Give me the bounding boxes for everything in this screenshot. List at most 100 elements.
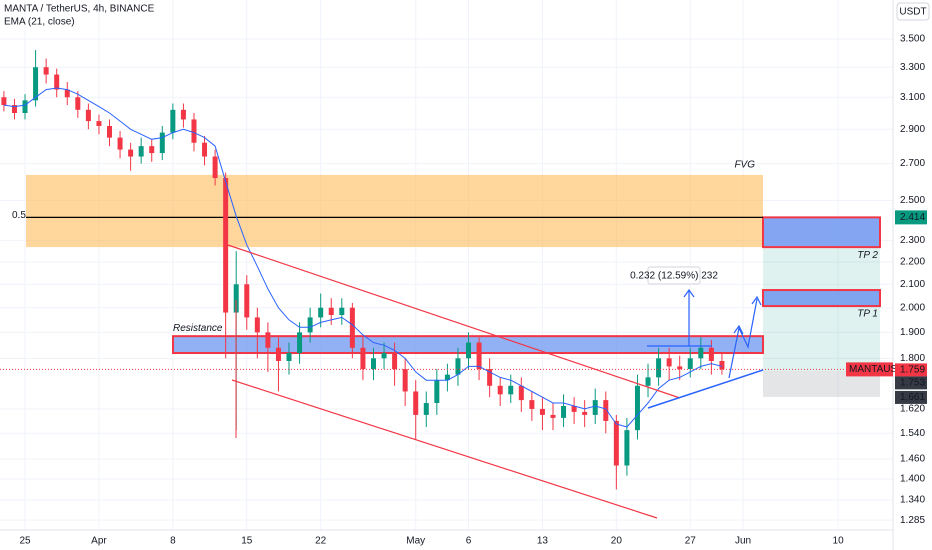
candle-body <box>85 109 91 122</box>
arrow-head <box>733 295 762 335</box>
x-tick-label: 10 <box>833 536 845 547</box>
candle-body <box>244 284 250 318</box>
x-tick-label: Jun <box>735 536 751 547</box>
ema-line <box>3 87 723 428</box>
tp2-label: TP 2 <box>857 250 878 261</box>
candle-body <box>339 307 345 315</box>
candle-body <box>666 358 672 367</box>
level-tag <box>895 210 927 225</box>
y-tick-label: 1.620 <box>900 404 925 415</box>
fvg-label: FVG <box>734 160 755 171</box>
y-tick-label: 1.460 <box>900 454 925 465</box>
x-tick-label: 8 <box>170 536 176 547</box>
y-tick-label: 2.000 <box>900 302 925 313</box>
y-tick-label: 2.200 <box>900 257 925 268</box>
target-area <box>763 247 880 372</box>
candle-body <box>22 100 28 113</box>
fvg-zone <box>26 174 763 248</box>
candle-body <box>11 105 17 113</box>
resistance-label: Resistance <box>173 323 223 334</box>
candle-body <box>43 67 49 75</box>
candle-body <box>624 430 630 466</box>
candle-body <box>466 342 472 359</box>
candle-body <box>75 97 81 110</box>
candle-body <box>297 332 303 354</box>
candle-body <box>149 146 155 154</box>
candle-body <box>571 405 577 412</box>
candle-body <box>613 420 619 466</box>
candle-body <box>550 414 556 418</box>
candle-body <box>592 400 598 415</box>
candle-body <box>444 374 450 381</box>
symbol-tag <box>846 362 893 377</box>
symbol-label: MANTAUSDT <box>849 364 910 375</box>
candle-body <box>349 307 355 348</box>
candle-body <box>476 342 482 370</box>
candle-body <box>275 347 281 362</box>
candle-body <box>33 67 39 101</box>
candle-body <box>497 385 503 395</box>
candle-body <box>191 119 197 143</box>
candle-body <box>719 361 725 370</box>
grid <box>0 0 893 530</box>
chart-title: MANTA / TetherUS, 4h, BINANCE <box>4 4 155 15</box>
indicator-label: EMA (21, close) <box>4 17 75 28</box>
candle-body <box>423 403 429 415</box>
x-tick-label: 27 <box>685 536 697 547</box>
x-tick-label: 15 <box>241 536 253 547</box>
candle-body <box>265 332 271 348</box>
y-tick-label: 1.900 <box>900 327 925 338</box>
axis: 3.500 3.300 3.100 2.900 2.700 2.500 2.300 2.200… <box>19 34 927 547</box>
y-tick-label: 1.400 <box>900 474 925 485</box>
candle-body <box>634 385 640 431</box>
candle-body <box>603 400 609 421</box>
y-tick-label: 2.700 <box>900 158 925 169</box>
candle-body <box>307 317 313 333</box>
price-label: 1.759 <box>900 365 925 376</box>
zones: FVG Resistance TP 2 TP 1 0.5 <box>12 160 881 397</box>
level-label: 0.5 <box>12 210 26 221</box>
candle-body <box>413 391 419 415</box>
candle-body <box>117 137 123 150</box>
channel-top <box>227 244 681 399</box>
candles <box>0 50 893 490</box>
drawings: 0.232 (12.59%) 232 <box>227 244 764 519</box>
candle-body <box>286 353 292 362</box>
candle-body <box>687 358 693 370</box>
candle-body <box>656 358 662 378</box>
x-tick-label: 20 <box>611 536 623 547</box>
x-tick-label: 6 <box>466 536 472 547</box>
candle-body <box>328 307 334 315</box>
candle-body <box>233 284 239 313</box>
candle-body <box>381 353 387 359</box>
candle-body <box>212 156 218 179</box>
y-tick-label: 3.100 <box>900 92 925 103</box>
candle-body <box>318 307 324 318</box>
level-value: 2.414 <box>900 212 925 223</box>
candle-body <box>402 369 408 392</box>
candle-body <box>64 89 70 98</box>
x-tick-label: May <box>406 536 425 547</box>
candle-body <box>392 353 398 370</box>
candle-body <box>508 385 514 395</box>
price-label: 1.661 <box>900 392 925 403</box>
candle-body <box>370 358 376 370</box>
price-tag <box>895 390 927 404</box>
y-tick-label: 2.100 <box>900 279 925 290</box>
y-tick-label: 2.300 <box>900 235 925 246</box>
candle-body <box>106 125 112 138</box>
tp2-zone <box>762 216 881 249</box>
candle-body <box>202 142 208 157</box>
arrow-head <box>683 288 695 298</box>
price-tag <box>895 363 927 377</box>
channel-bottom <box>231 379 658 519</box>
currency-box[interactable] <box>896 2 930 21</box>
candle-body <box>539 408 545 415</box>
candle-body <box>254 317 260 333</box>
y-tick-label: 2.500 <box>900 195 925 206</box>
candle-body <box>561 405 567 418</box>
candle-body <box>360 347 366 370</box>
candle-body <box>180 109 186 120</box>
projection <box>728 298 758 379</box>
